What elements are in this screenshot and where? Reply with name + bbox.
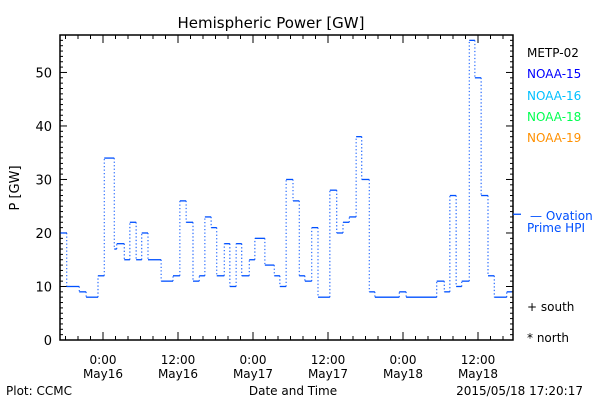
x-tick-date: May18 <box>383 367 423 381</box>
footer-timestamp: 2015/05/18 17:20:17 <box>456 384 583 398</box>
legend-north: * north <box>527 331 569 345</box>
y-tick-label: 30 <box>35 173 52 188</box>
x-tick-time: 0:00 <box>390 353 417 367</box>
legend-hpi-line1: — Ovation <box>530 209 593 223</box>
x-tick-date: May16 <box>83 367 123 381</box>
legend-metp-02: METP-02 <box>527 46 579 60</box>
legend: METP-02 NOAA-15 NOAA-16 NOAA-18 NOAA-19 … <box>527 46 593 345</box>
y-axis-label: P [GW] <box>8 165 23 210</box>
y-tick-label: 20 <box>35 227 52 242</box>
x-axis-label: Date and Time <box>249 384 337 398</box>
legend-south: + south <box>527 300 574 314</box>
y-tick-label: 40 <box>35 120 52 135</box>
x-tick-date: May18 <box>458 367 498 381</box>
legend-noaa-18: NOAA-18 <box>527 110 581 124</box>
x-tick-date: May17 <box>308 367 348 381</box>
y-tick-label: 10 <box>35 280 52 295</box>
y-tick-label: 0 <box>44 334 52 349</box>
x-tick-date: May17 <box>233 367 273 381</box>
chart-title: Hemispheric Power [GW] <box>178 14 365 32</box>
x-tick-time: 12:00 <box>161 353 196 367</box>
x-tick-time: 0:00 <box>240 353 267 367</box>
legend-noaa-15: NOAA-15 <box>527 67 581 81</box>
y-tick-label: 50 <box>35 66 52 81</box>
footer-plot-source: Plot: CCMC <box>6 384 72 398</box>
legend-noaa-19: NOAA-19 <box>527 131 581 145</box>
x-tick-time: 12:00 <box>461 353 496 367</box>
x-tick-date: May16 <box>158 367 198 381</box>
legend-noaa-16: NOAA-16 <box>527 89 581 103</box>
legend-hpi-line2: Prime HPI <box>527 221 585 235</box>
x-tick-time: 0:00 <box>90 353 117 367</box>
x-tick-time: 12:00 <box>311 353 346 367</box>
plot-frame <box>59 34 514 341</box>
